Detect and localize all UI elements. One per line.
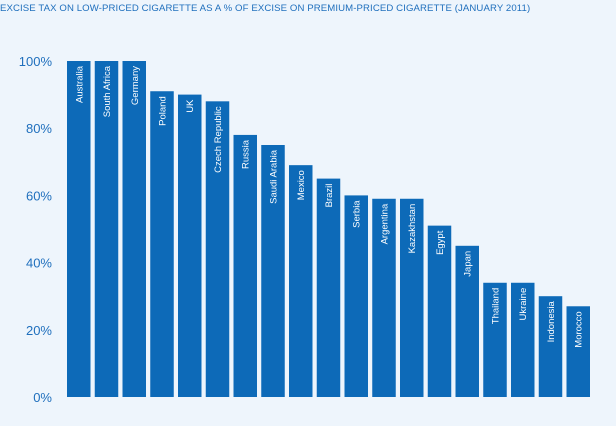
bar-category-label: Ukraine bbox=[518, 288, 529, 321]
y-axis: 0% 20% 40% 60% 80% 100% bbox=[19, 54, 53, 405]
bar-category-label: Poland bbox=[158, 96, 169, 126]
bar bbox=[150, 91, 174, 398]
bar-category-label: Brazil bbox=[324, 184, 335, 208]
bar-category-label: Mexico bbox=[296, 170, 307, 200]
bar-category-label: Indonesia bbox=[546, 300, 557, 342]
bar-category-label: UK bbox=[185, 99, 196, 113]
bar-category-label: Argentina bbox=[380, 203, 391, 244]
bar bbox=[400, 198, 424, 397]
y-tick-label: 40% bbox=[26, 256, 52, 271]
chart-title: EXCISE TAX ON LOW-PRICED CIGARETTE AS A … bbox=[0, 3, 531, 14]
bar-category-label: Russia bbox=[241, 139, 252, 169]
bar-category-label: Serbia bbox=[352, 200, 363, 228]
bar-labels: Australia South Africa Germany Poland UK Czec… bbox=[74, 65, 585, 347]
bar bbox=[427, 225, 452, 397]
y-tick-label: 20% bbox=[26, 323, 52, 338]
y-tick-label: 100% bbox=[19, 54, 53, 69]
bar-category-label: Morocco bbox=[574, 311, 585, 347]
y-tick-label: 60% bbox=[26, 188, 52, 203]
bar-category-label: Czech Republic bbox=[213, 106, 224, 173]
bar-category-label: South Africa bbox=[102, 65, 113, 117]
bar bbox=[205, 101, 230, 397]
y-tick-label: 80% bbox=[26, 121, 52, 136]
y-tick-label: 0% bbox=[33, 390, 52, 405]
bar bbox=[289, 165, 313, 397]
bar bbox=[372, 198, 396, 397]
bar-category-label: Australia bbox=[74, 65, 85, 103]
bar bbox=[511, 282, 535, 397]
bar-category-label: Thailand bbox=[491, 288, 502, 324]
bar-category-label: Saudi Arabia bbox=[269, 149, 280, 204]
bar bbox=[316, 178, 341, 397]
bars bbox=[67, 61, 590, 398]
bar bbox=[483, 282, 507, 397]
bar bbox=[233, 134, 257, 398]
bar-category-label: Germany bbox=[130, 66, 141, 105]
bar bbox=[344, 195, 368, 397]
bar bbox=[566, 306, 590, 397]
bar bbox=[455, 245, 479, 397]
bar bbox=[122, 61, 146, 397]
bar bbox=[261, 145, 285, 397]
bar-category-label: Japan bbox=[463, 251, 474, 277]
bar bbox=[178, 94, 202, 397]
bar-category-label: Kazakhstan bbox=[407, 204, 418, 254]
bar bbox=[67, 61, 91, 397]
bar bbox=[94, 61, 119, 397]
bar-category-label: Egypt bbox=[435, 230, 446, 255]
bar bbox=[538, 296, 563, 397]
